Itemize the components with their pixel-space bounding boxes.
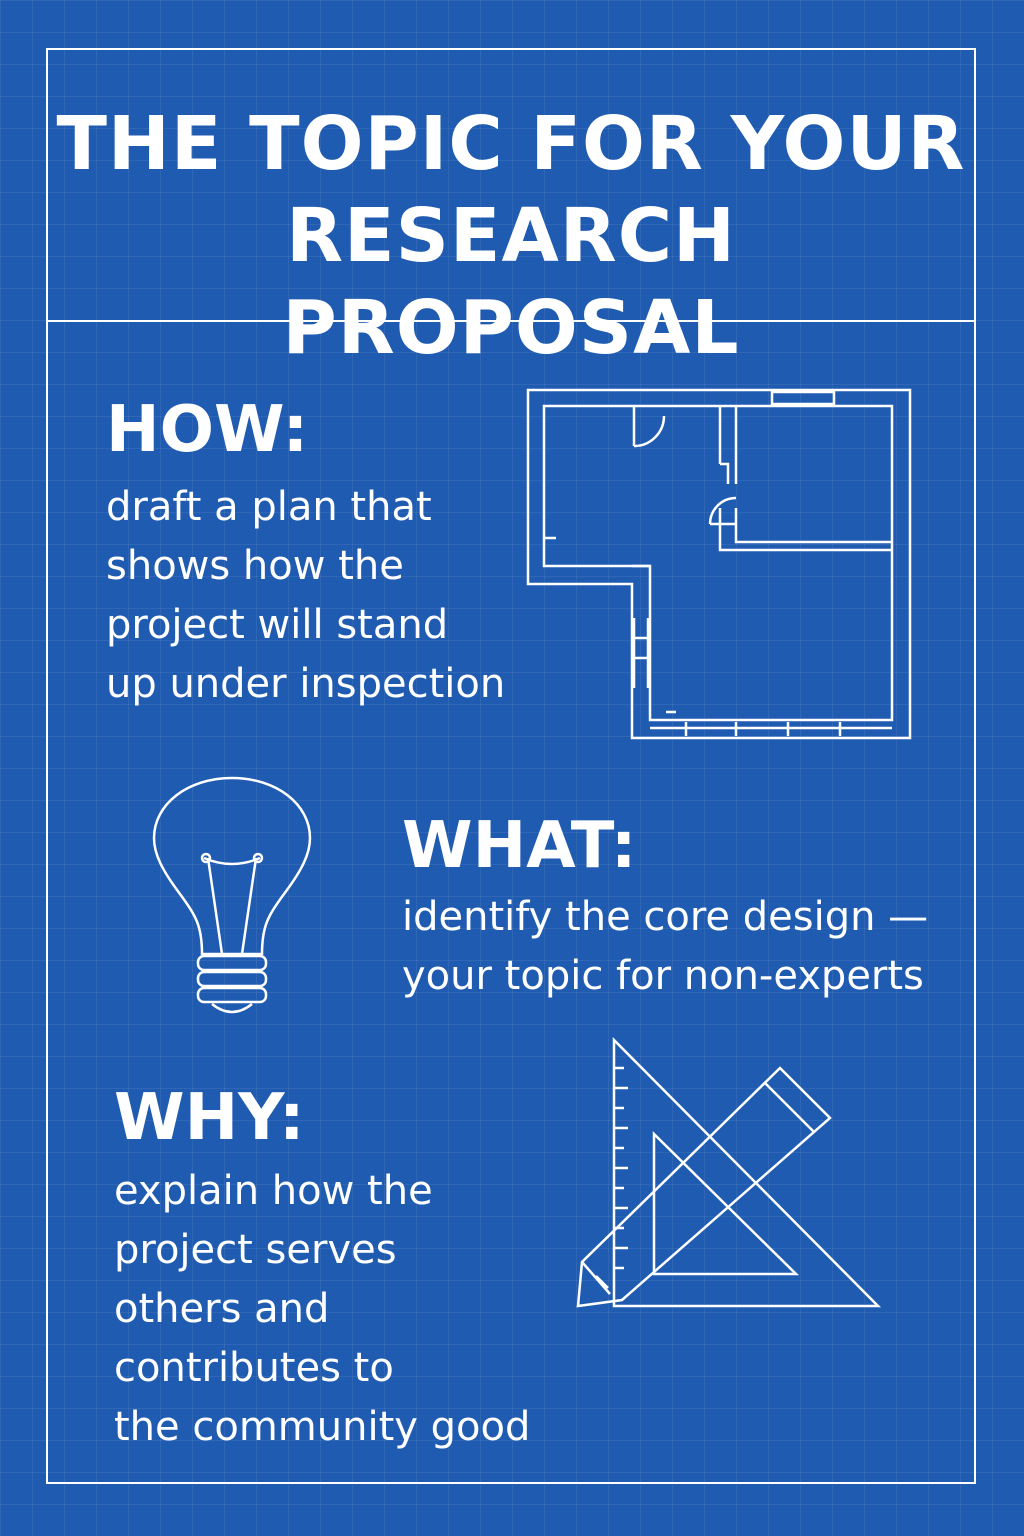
why-line-1: explain how the xyxy=(114,1168,433,1214)
floor-plan-icon xyxy=(526,388,912,740)
how-heading: HOW: xyxy=(106,393,309,467)
title-divider xyxy=(46,320,976,322)
what-line-1: identify the core design — xyxy=(402,894,929,940)
why-line-2: project serves xyxy=(114,1227,397,1273)
why-line-3: others and xyxy=(114,1286,330,1332)
title-line-1: THE TOPIC FOR YOUR xyxy=(56,101,966,187)
what-line-2: your topic for non-experts xyxy=(402,953,924,999)
how-line-1: draft a plan that xyxy=(106,484,432,530)
how-line-2: shows how the xyxy=(106,543,404,589)
how-line-4: up under inspection xyxy=(106,661,506,707)
why-text: explain how the project serves others an… xyxy=(114,1162,530,1457)
what-heading: WHAT: xyxy=(402,809,637,883)
poster-title: THE TOPIC FOR YOUR RESEARCH PROPOSAL xyxy=(46,98,976,374)
why-line-5: the community good xyxy=(114,1404,531,1450)
light-bulb-icon xyxy=(152,776,312,1022)
how-line-3: project will stand xyxy=(106,602,449,648)
what-text: identify the core design — your topic fo… xyxy=(402,888,928,1006)
poster-frame xyxy=(46,48,976,1484)
title-line-2: RESEARCH PROPOSAL xyxy=(282,193,740,371)
how-text: draft a plan that shows how the project … xyxy=(106,478,505,714)
triangle-ruler-pencil-icon xyxy=(582,1038,882,1310)
why-heading: WHY: xyxy=(114,1081,305,1155)
why-line-4: contributes to xyxy=(114,1345,394,1391)
